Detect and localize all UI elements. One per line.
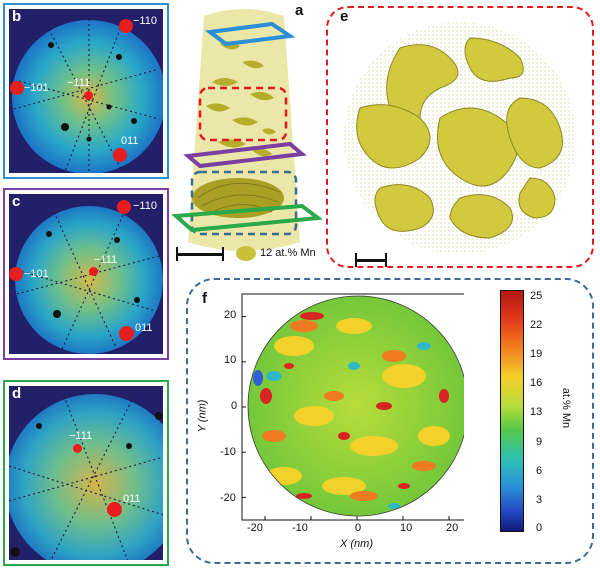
- y-tick-label: -10: [220, 446, 236, 458]
- y-tick-label: -20: [220, 492, 236, 504]
- panel-b-desorption-map: −110 −101 −111 011 b: [3, 3, 169, 179]
- panel-letter-a: a: [295, 2, 304, 19]
- pole-label-011: 011: [121, 135, 139, 147]
- panel-b-zone-lines: [13, 18, 160, 173]
- x-tick-label: -10: [292, 522, 308, 534]
- pole-label-011: 011: [135, 322, 153, 334]
- colorbar-title: at.% Mn: [560, 387, 573, 429]
- colorbar-tick-label: 22: [530, 319, 543, 331]
- panel-d-detector-svg: [9, 394, 163, 560]
- mn-rich-clusters: [206, 41, 276, 157]
- panel-e-scale-bar: [355, 259, 387, 262]
- pole-marker-011: [113, 148, 127, 162]
- panel-e-cross-section-svg: [344, 22, 576, 254]
- panel-e-frame: [326, 6, 594, 268]
- region-f-outline: [190, 170, 298, 236]
- panel-a-scale-bar-cap-right: [222, 247, 224, 261]
- panel-b-poles-dark: [48, 42, 137, 142]
- pole-marker-011: [119, 326, 134, 341]
- panel-d-detector-disc: [9, 394, 163, 560]
- slice-d-plane: [172, 203, 322, 233]
- y-tick-label: 0: [231, 400, 238, 412]
- panel-c-poles-dark: [46, 231, 140, 318]
- panel-e-scale-bar-cap-left: [355, 253, 357, 267]
- colorbar-tick-label: 19: [530, 348, 543, 360]
- colorbar: [500, 290, 524, 532]
- pole-marker-minus-111: [84, 91, 93, 100]
- colorbar-tick-label: 13: [530, 406, 543, 418]
- pole-label-minus-111: −111: [94, 254, 118, 266]
- y-tick-label: 20: [224, 309, 237, 321]
- colorbar-tick-label: 25: [530, 290, 543, 302]
- panel-c-detector-svg: [15, 205, 163, 354]
- region-e-outline: [198, 86, 288, 142]
- pole-label-minus-110: −110: [133, 200, 157, 212]
- colorbar-tick-label: 9: [536, 436, 543, 448]
- map-outline: [247, 295, 464, 517]
- pole-marker-minus-101: [9, 267, 23, 281]
- panel-d-detector-background: −111 011: [9, 386, 163, 560]
- pole-marker-011: [107, 502, 122, 517]
- panel-letter-c: c: [12, 193, 21, 210]
- panel-e-scale-bar-cap-right: [385, 253, 387, 267]
- panel-b-detector-background: −110 −101 −111 011: [9, 9, 163, 173]
- composition-field: [248, 296, 464, 516]
- slice-b-plane: [204, 21, 296, 47]
- panel-letter-f: f: [202, 290, 207, 307]
- isosurface-legend-swatch: [236, 246, 256, 261]
- pole-marker-minus-101: [10, 81, 24, 95]
- slice-c-plane: [183, 141, 307, 169]
- panel-letter-d: d: [12, 385, 22, 402]
- panel-d-poles-dark: [10, 412, 163, 557]
- colorbar-tick-label: 0: [536, 522, 543, 534]
- pole-marker-minus-111: [89, 267, 98, 276]
- map-ticks: [242, 316, 450, 520]
- x-tick-label: -20: [247, 522, 263, 534]
- panel-a-scale-bar: [176, 253, 224, 256]
- mn-rich-network: [356, 37, 563, 239]
- panel-c-desorption-map: −110 −101 −111 011 c: [3, 188, 169, 360]
- colorbar-tick-label: 16: [530, 377, 543, 389]
- pole-label-minus-110: −110: [133, 15, 157, 27]
- panel-d-desorption-map: −111 011 d: [3, 380, 169, 566]
- pole-marker-minus-110: [119, 19, 133, 33]
- panel-f-frame: [186, 278, 594, 564]
- x-tick-label: 20: [446, 522, 459, 534]
- y-axis-title: Y (nm): [196, 399, 209, 433]
- pole-label-minus-101: −101: [24, 268, 49, 280]
- composition-map-svg: [241, 293, 464, 521]
- x-tick-label: 10: [400, 522, 413, 534]
- pole-label-minus-111: −111: [69, 430, 93, 442]
- pole-label-minus-101: −101: [24, 82, 49, 94]
- pole-marker-minus-110: [117, 200, 131, 214]
- pole-label-minus-111: −111: [67, 77, 91, 89]
- panel-letter-e: e: [340, 8, 349, 25]
- panel-d-zone-lines: [9, 395, 163, 560]
- y-tick-label: 10: [224, 354, 237, 366]
- panel-letter-b: b: [12, 8, 22, 25]
- panel-c-zone-lines: [16, 205, 160, 354]
- colorbar-tick-label: 3: [536, 494, 543, 506]
- pole-label-011: 011: [123, 493, 141, 505]
- panel-a-scale-bar-cap-left: [176, 247, 178, 261]
- panel-c-detector-background: −110 −101 −111 011: [9, 194, 163, 354]
- isosurface-legend-label: 12 at.% Mn: [260, 247, 316, 259]
- panel-c-detector-disc: [15, 206, 163, 354]
- x-tick-label: 0: [355, 522, 362, 534]
- pole-marker-minus-111: [73, 444, 82, 453]
- panel-a-reconstruction-svg: [172, 9, 322, 251]
- colorbar-tick-label: 6: [536, 465, 543, 477]
- x-axis-title: X (nm): [340, 538, 373, 550]
